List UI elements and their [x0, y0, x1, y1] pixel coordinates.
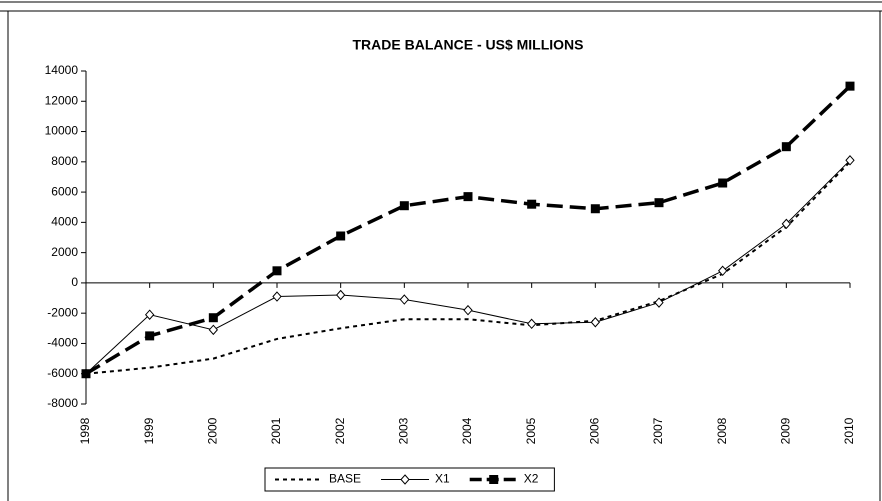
x-tick-label: 2007 [651, 417, 665, 444]
y-tick-label: 14000 [45, 63, 79, 77]
point [590, 204, 600, 214]
y-tick-label: 4000 [51, 215, 78, 229]
y-tick-label: -4000 [47, 336, 78, 350]
point [399, 294, 410, 305]
x-tick-label: 1999 [142, 417, 156, 444]
point [718, 178, 728, 188]
legend: BASE X1 X2 [264, 467, 555, 492]
x-tick-label: 1998 [78, 417, 92, 444]
point [845, 155, 855, 166]
legend-label: X1 [435, 472, 450, 486]
point [144, 309, 155, 320]
x-tick-label: 2002 [333, 417, 347, 444]
y-tick-label: -8000 [47, 396, 78, 410]
point [590, 317, 601, 328]
x-tick-label: 2005 [524, 417, 538, 444]
x-tick-label: 2009 [779, 417, 793, 444]
point [145, 331, 155, 341]
point [781, 142, 791, 152]
x-tick-label: 2001 [269, 417, 283, 444]
point [399, 201, 409, 211]
point [527, 199, 537, 209]
legend-label: BASE [329, 472, 361, 486]
x-tick-label: 2008 [715, 417, 729, 444]
x-tick-label: 2010 [842, 417, 856, 444]
chart-title: TRADE BALANCE - US$ MILLIONS [353, 37, 584, 53]
y-tick-label: 6000 [51, 184, 78, 198]
x-tick-label: 2006 [588, 417, 602, 444]
y-tick-label: 10000 [45, 124, 79, 138]
point [272, 266, 282, 276]
point [717, 265, 728, 277]
y-tick-label: 0 [71, 275, 78, 289]
x-tick-label: 2004 [460, 417, 474, 444]
x-tick-label: 2003 [397, 417, 411, 444]
y-tick-label: -6000 [47, 366, 78, 380]
point [781, 218, 792, 230]
point [272, 291, 282, 302]
point [845, 81, 855, 91]
point [336, 231, 346, 241]
series-line [85, 84, 852, 376]
point [400, 474, 410, 485]
point [208, 313, 218, 323]
legend-label: X2 [524, 472, 539, 486]
y-tick-label: 8000 [51, 154, 78, 168]
point [526, 318, 537, 330]
point [463, 192, 473, 202]
point [335, 289, 346, 301]
y-tick-label: 12000 [45, 93, 79, 107]
point [654, 198, 664, 208]
x-tick-label: 2000 [206, 417, 220, 444]
point [208, 324, 219, 336]
point [489, 475, 499, 484]
point [463, 304, 473, 316]
y-tick-label: -2000 [47, 305, 78, 319]
point [654, 297, 664, 308]
y-tick-label: 2000 [51, 245, 78, 259]
point [81, 369, 91, 379]
